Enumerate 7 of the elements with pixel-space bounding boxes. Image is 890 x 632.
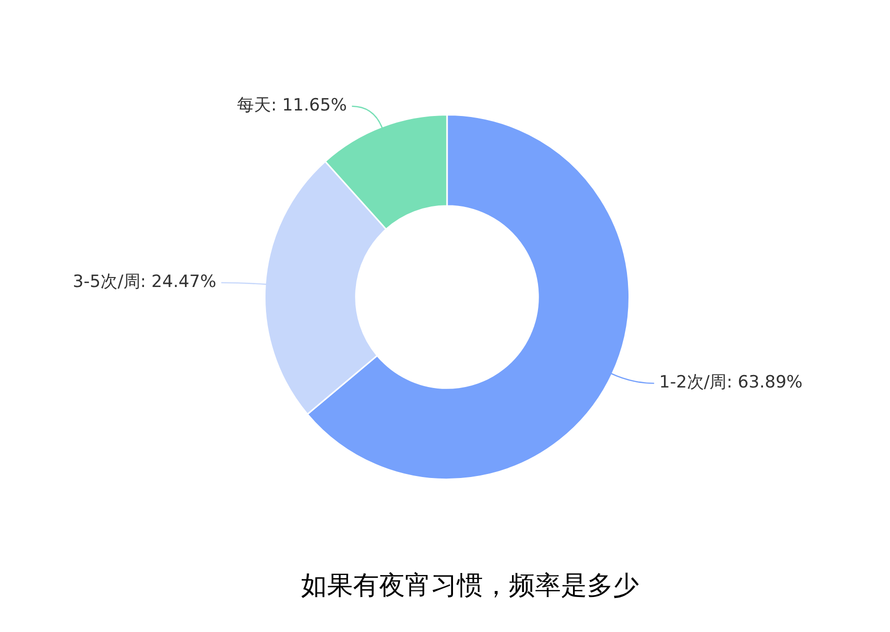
slice-label: 1-2次/周 <box>659 372 727 393</box>
data-label: : 63.89% <box>726 372 803 393</box>
data-label: : 11.65% <box>270 96 347 116</box>
slice-label: 每天 <box>236 96 271 116</box>
text: 如果有夜宵习惯，频率是多少 <box>300 570 640 603</box>
data-label: : 24.47% <box>140 272 216 292</box>
slice-label: 3-5次/周 <box>72 272 140 292</box>
